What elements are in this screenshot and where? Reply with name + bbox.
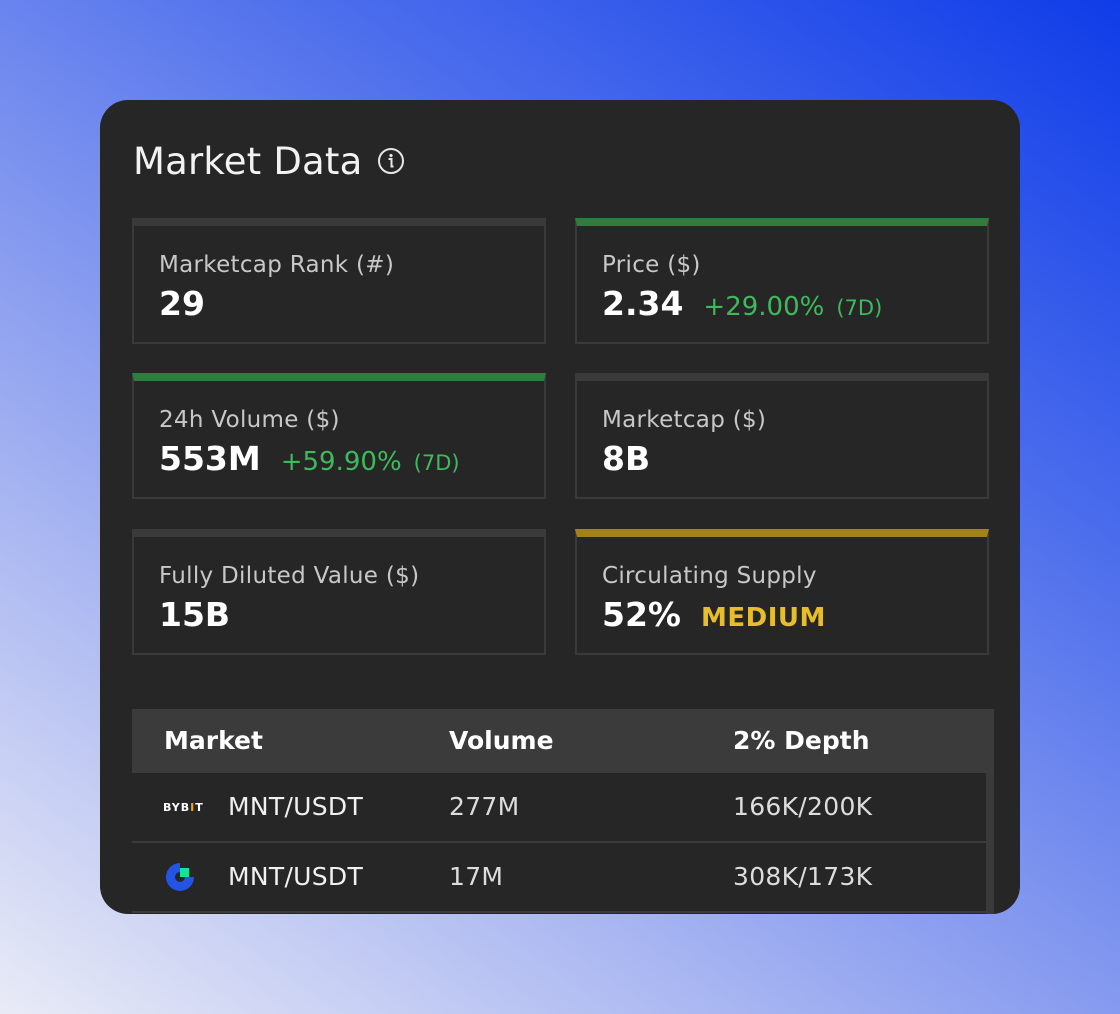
tile-value: 553M [159,439,261,478]
change-period: (7D) [413,451,460,475]
tile-circulating-supply: Circulating Supply 52% MEDIUM [575,529,989,655]
market-volume: 17M [449,862,504,891]
supply-level-badge: MEDIUM [701,603,826,633]
info-icon[interactable] [377,147,405,175]
table-row[interactable]: MNT/USDT 17M 308K/173K [132,843,986,913]
bybit-logo-icon: BYBIT [163,773,204,841]
tile-price: Price ($) 2.34 +29.00% (7D) [575,218,989,344]
table-row[interactable]: BYBIT MNT/USDT 277M 166K/200K [132,773,986,843]
tile-label: Marketcap ($) [602,407,767,433]
price-change: +29.00% [703,292,825,322]
tile-value: 52% [602,595,681,634]
column-header-depth[interactable]: 2% Depth [733,726,870,755]
tile-label: Price ($) [602,252,701,278]
market-data-card: Market Data Marketcap Rank (#) 29 Price … [100,100,1020,914]
table-scrollbar[interactable] [986,773,994,914]
tile-value: 2.34 [602,284,684,323]
column-header-volume[interactable]: Volume [449,726,554,755]
gate-logo-icon [163,843,197,911]
tile-value: 15B [159,595,231,634]
card-title: Market Data [133,139,363,183]
tile-label: Marketcap Rank (#) [159,252,395,278]
market-pair: MNT/USDT [228,792,364,821]
tile-24h-volume: 24h Volume ($) 553M +59.90% (7D) [132,373,546,499]
market-depth: 308K/173K [733,862,873,891]
tile-value: 8B [602,439,651,478]
tile-label: Circulating Supply [602,563,817,589]
bybit-logo-text: BYBIT [163,800,204,814]
tile-value: 29 [159,284,205,323]
tile-label: 24h Volume ($) [159,407,340,433]
card-header: Market Data [133,138,405,184]
market-volume: 277M [449,792,520,821]
tile-marketcap-rank: Marketcap Rank (#) 29 [132,218,546,344]
tile-label: Fully Diluted Value ($) [159,563,420,589]
table-header: Market Volume 2% Depth [132,709,994,773]
market-pair: MNT/USDT [228,862,364,891]
column-header-market[interactable]: Market [164,726,263,755]
market-depth: 166K/200K [733,792,873,821]
tile-fully-diluted-value: Fully Diluted Value ($) 15B [132,529,546,655]
volume-change: +59.90% [280,447,402,477]
tile-marketcap: Marketcap ($) 8B [575,373,989,499]
change-period: (7D) [836,296,883,320]
markets-table: Market Volume 2% Depth BYBIT MNT/USDT 27… [132,709,994,914]
